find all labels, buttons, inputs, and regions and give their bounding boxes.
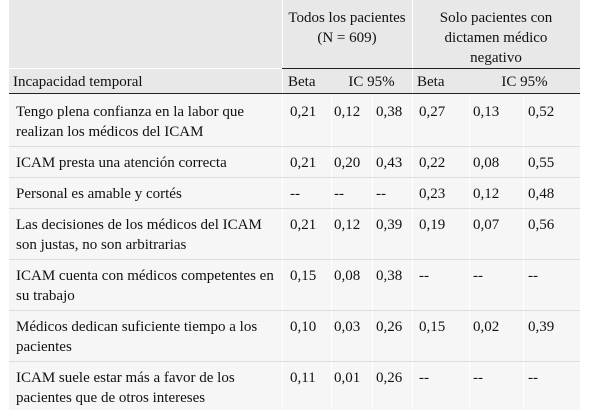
cell-beta-all: -- [290,186,300,202]
cell-ci-low-all: 0,01 [334,370,361,386]
results-table: Todos los pacientes (N = 609) Solo pacie… [9,0,580,410]
column-separator [412,0,413,410]
cell-beta-neg: 0,23 [419,186,446,202]
group2-header-line3: negativo [470,50,522,66]
cell-ci-low-all: 0,08 [334,268,361,284]
group-rule [282,68,580,69]
cell-beta-all: 0,11 [290,370,316,386]
cell-ci-low-all: 0,12 [334,104,361,120]
cell-ci-low-neg: 0,07 [473,217,500,233]
group2-header-line1: Solo pacientes con [439,10,553,26]
row-divider [9,177,580,178]
column-separator [523,93,524,410]
column-separator [372,93,373,410]
cell-beta-all: 0,21 [290,155,317,171]
row-label: ICAM suele estar más a favor de los paci… [16,370,235,406]
cell-beta-neg: -- [419,370,429,386]
row-label: ICAM cuenta con médicos competentes en s… [16,268,274,304]
row-divider [9,361,580,362]
cell-ci-high-all: 0,43 [376,155,403,171]
cell-ci-low-neg: 0,13 [473,104,500,120]
row-divider [9,310,580,311]
subheader-ci-1: IC 95% [348,74,395,90]
group1-header-line1: Todos los pacientes [288,10,406,26]
cell-ci-low-all: 0,20 [334,155,361,171]
subheader-beta-1: Beta [288,74,316,90]
table-body-background [9,93,580,410]
row-divider [9,259,580,260]
subheader-background [9,69,580,93]
cell-ci-low-all: 0,03 [334,319,361,335]
cell-ci-low-all: 0,12 [334,217,361,233]
cell-beta-all: 0,15 [290,268,317,284]
row-divider [9,208,580,209]
column-separator [331,93,332,410]
cell-ci-high-all: 0,26 [376,319,403,335]
subheader-ci-2: IC 95% [501,74,548,90]
cell-ci-high-neg: 0,55 [528,155,555,171]
cell-beta-neg: -- [419,268,429,284]
cell-ci-high-all: 0,38 [376,104,403,120]
row-divider [9,146,580,147]
cell-ci-low-neg: -- [473,268,483,284]
cell-beta-neg: 0,22 [419,155,446,171]
cell-beta-all: 0,21 [290,104,317,120]
row-label: Personal es amable y cortés [16,186,182,202]
cell-beta-all: 0,21 [290,217,317,233]
cell-ci-high-neg: 0,48 [528,186,555,202]
header-rule [9,93,580,94]
cell-ci-high-all: -- [376,186,386,202]
cell-ci-high-neg: 0,39 [528,319,555,335]
cell-ci-high-neg: -- [528,370,538,386]
row-header-label: Incapacidad temporal [13,74,143,90]
header-background [9,0,580,68]
cell-ci-high-all: 0,26 [376,370,403,386]
cell-beta-neg: 0,15 [419,319,446,335]
cell-ci-high-all: 0,39 [376,217,403,233]
row-label: Médicos dedican suficiente tiempo a los … [16,319,258,355]
cell-ci-low-all: -- [334,186,344,202]
cell-ci-high-all: 0,38 [376,268,403,284]
cell-beta-all: 0,10 [290,319,317,335]
group1-header-line2: (N = 609) [317,30,377,46]
column-separator [469,93,470,410]
cell-ci-high-neg: 0,56 [528,217,555,233]
group2-header-line2: dictamen médico [444,30,548,46]
subheader-beta-2: Beta [417,74,445,90]
column-separator [282,0,283,410]
cell-ci-high-neg: 0,52 [528,104,555,120]
cell-beta-neg: 0,19 [419,217,446,233]
cell-ci-low-neg: 0,08 [473,155,500,171]
cell-beta-neg: 0,27 [419,104,446,120]
row-label: ICAM presta una atención correcta [16,155,227,171]
cell-ci-low-neg: 0,12 [473,186,500,202]
row-label: Tengo plena confianza en la labor que re… [16,104,245,140]
cell-ci-high-neg: -- [528,268,538,284]
row-label: Las decisiones de los médicos del ICAM s… [16,217,262,253]
cell-ci-low-neg: 0,02 [473,319,500,335]
cell-ci-low-neg: -- [473,370,483,386]
